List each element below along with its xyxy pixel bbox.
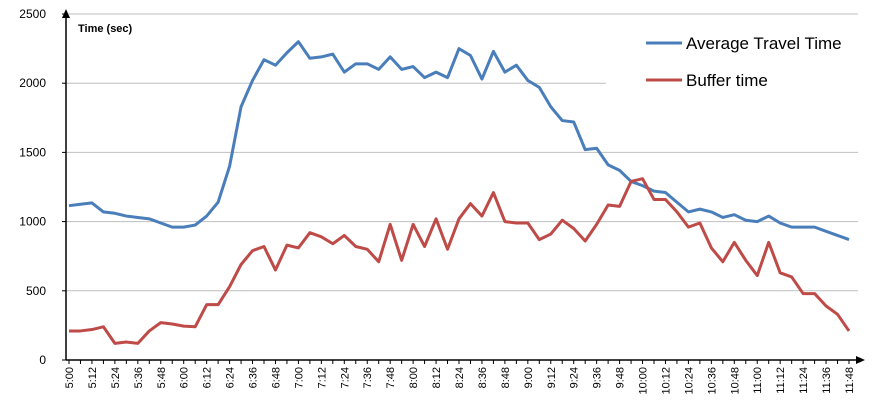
y-tick-label: 1500 xyxy=(19,145,46,159)
x-tick-label: 6:00 xyxy=(179,367,191,388)
x-tick-label: 7:36 xyxy=(362,367,374,388)
x-tick-label: 6:48 xyxy=(270,367,282,388)
series-line xyxy=(69,177,851,345)
x-tick-label: 7:24 xyxy=(339,367,351,388)
x-tick-label: 11:48 xyxy=(844,367,856,394)
x-tick-label: 8:24 xyxy=(454,367,466,388)
x-tick-label: 5:24 xyxy=(110,367,122,388)
y-axis-arrow xyxy=(62,9,70,18)
legend-box xyxy=(606,24,894,99)
legend-label: Buffer time xyxy=(686,71,768,90)
x-tick-label: 11:12 xyxy=(775,367,787,394)
x-tick-label: 7:12 xyxy=(316,367,328,388)
x-tick-label: 5:36 xyxy=(133,367,145,388)
x-tick-label: 8:00 xyxy=(408,367,420,388)
x-tick-label: 8:48 xyxy=(500,367,512,388)
x-tick-label: 11:36 xyxy=(821,367,833,394)
x-tick-label: 9:24 xyxy=(569,367,581,388)
x-tick-label: 6:12 xyxy=(202,367,214,388)
x-tick-label: 6:24 xyxy=(225,367,237,388)
x-tick-label: 10:36 xyxy=(706,367,718,395)
x-tick-label: 7:00 xyxy=(293,367,305,388)
y-tick-label: 2500 xyxy=(19,7,46,21)
x-tick-label: 9:00 xyxy=(523,367,535,388)
x-tick-label: 9:12 xyxy=(546,367,558,388)
x-tick-label: 10:24 xyxy=(683,367,695,395)
y-tick-label: 0 xyxy=(39,353,46,367)
x-tick-label: 5:00 xyxy=(64,367,76,388)
x-tick-label: 11:00 xyxy=(752,367,764,394)
x-tick-label: 10:48 xyxy=(729,367,741,395)
x-tick-label: 8:12 xyxy=(431,367,443,388)
x-tick-label: 10:00 xyxy=(638,367,650,395)
legend-label: Average Travel Time xyxy=(686,34,842,53)
x-tick-label: 9:48 xyxy=(615,367,627,388)
x-tick-label: 5:48 xyxy=(156,367,168,388)
x-tick-label: 8:36 xyxy=(477,367,489,388)
x-tick-label: 6:36 xyxy=(248,367,260,388)
x-tick-label: 7:48 xyxy=(385,367,397,388)
y-tick-label: 1000 xyxy=(19,215,46,229)
series-line xyxy=(68,40,850,242)
y-tick-label: 2000 xyxy=(19,76,46,90)
x-tick-label: 10:12 xyxy=(660,367,672,395)
x-tick-label: 11:24 xyxy=(798,367,810,394)
x-tick-label: 9:36 xyxy=(592,367,604,388)
y-axis-title: Time (sec) xyxy=(78,23,133,35)
x-tick-label: 5:12 xyxy=(87,367,99,388)
y-tick-label: 500 xyxy=(26,284,46,298)
x-axis-arrow xyxy=(856,356,865,364)
